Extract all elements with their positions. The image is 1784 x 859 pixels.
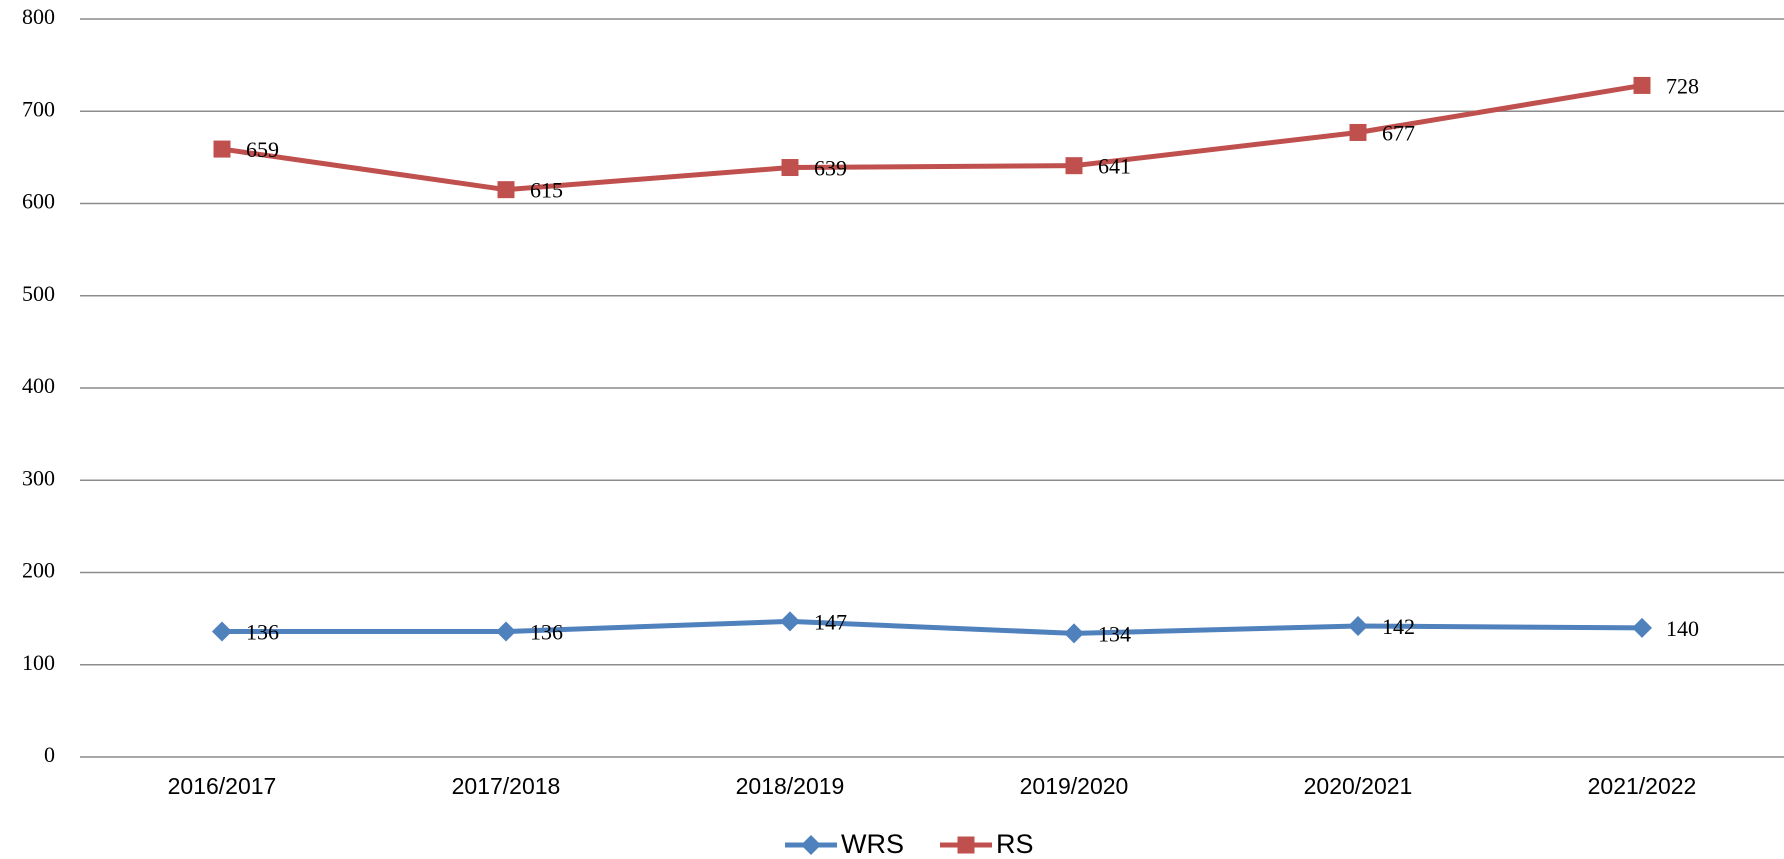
legend-marker	[801, 835, 821, 855]
marker	[1065, 157, 1083, 175]
data-label: 639	[814, 156, 847, 181]
y-tick-label: 100	[22, 650, 55, 675]
y-tick-label: 700	[22, 96, 55, 121]
data-label: 641	[1098, 154, 1131, 179]
marker	[781, 159, 799, 177]
marker	[496, 621, 516, 642]
x-tick-label: 2016/2017	[168, 773, 277, 799]
data-label: 134	[1098, 621, 1131, 646]
marker	[1348, 616, 1368, 637]
x-tick-label: 2017/2018	[452, 773, 561, 799]
data-label: 615	[530, 178, 563, 203]
marker	[497, 181, 515, 199]
data-label: 659	[246, 137, 279, 162]
marker	[780, 611, 800, 632]
data-label: 677	[1382, 121, 1415, 146]
data-label: 136	[530, 620, 563, 645]
marker	[1632, 617, 1652, 638]
marker	[213, 140, 231, 158]
y-tick-label: 300	[22, 465, 55, 490]
marker	[1633, 76, 1651, 94]
y-tick-label: 500	[22, 281, 55, 306]
y-tick-label: 0	[44, 742, 55, 767]
series-line	[221, 82, 1643, 193]
legend-label: RS	[996, 829, 1034, 859]
x-tick-label: 2021/2022	[1588, 773, 1697, 799]
data-label: 147	[814, 609, 847, 634]
marker	[1064, 623, 1084, 644]
y-tick-label: 400	[22, 373, 55, 398]
legend-marker	[957, 836, 975, 854]
x-tick-label: 2019/2020	[1020, 773, 1129, 799]
x-tick-label: 2018/2019	[736, 773, 845, 799]
series-line	[222, 618, 1643, 636]
y-tick-label: 600	[22, 189, 55, 214]
y-tick-label: 800	[22, 4, 55, 29]
marker	[212, 621, 232, 642]
data-label: 136	[246, 620, 279, 645]
y-tick-label: 200	[22, 558, 55, 583]
data-label: 140	[1666, 616, 1699, 641]
x-tick-label: 2020/2021	[1304, 773, 1413, 799]
data-label: 142	[1382, 614, 1415, 639]
legend-label: WRS	[841, 829, 904, 859]
data-label: 728	[1666, 73, 1699, 98]
marker	[1349, 123, 1367, 141]
